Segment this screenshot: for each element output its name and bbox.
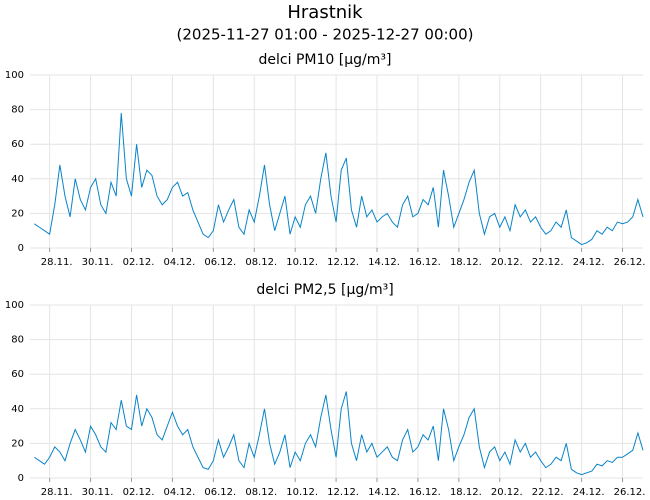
y-tick-label: 20: [11, 208, 24, 219]
chart-title: delci PM10 [µg/m³]: [259, 52, 392, 68]
x-tick-label: 06.12.: [204, 257, 236, 268]
y-tick-label: 80: [11, 105, 24, 116]
y-tick-label: 100: [5, 70, 24, 81]
x-tick-label: 18.12.: [450, 257, 482, 268]
data-line: [34, 113, 644, 246]
x-tick-label: 26.12.: [614, 487, 646, 498]
x-tick-label: 22.12.: [532, 487, 564, 498]
x-tick-label: 20.12.: [491, 487, 523, 498]
y-tick-label: 0: [18, 243, 24, 254]
x-tick-label: 08.12.: [245, 257, 277, 268]
x-tick-label: 02.12.: [123, 487, 155, 498]
y-tick-label: 40: [11, 404, 24, 415]
page-title: Hrastnik: [287, 2, 363, 23]
x-tick-label: 08.12.: [245, 487, 277, 498]
x-tick-label: 12.12.: [327, 487, 359, 498]
y-tick-label: 20: [11, 438, 24, 449]
x-tick-label: 16.12.: [409, 487, 441, 498]
x-tick-label: 10.12.: [286, 257, 318, 268]
x-tick-label: 28.11.: [41, 487, 73, 498]
x-tick-label: 22.12.: [532, 257, 564, 268]
y-tick-label: 100: [5, 300, 24, 311]
x-tick-label: 04.12.: [163, 257, 195, 268]
x-tick-label: 18.12.: [450, 487, 482, 498]
x-tick-label: 12.12.: [327, 257, 359, 268]
x-tick-label: 14.12.: [368, 257, 400, 268]
y-tick-label: 0: [18, 473, 24, 484]
x-tick-label: 04.12.: [163, 487, 195, 498]
x-tick-label: 16.12.: [409, 257, 441, 268]
y-tick-label: 60: [11, 139, 24, 150]
x-tick-label: 20.12.: [491, 257, 523, 268]
x-tick-label: 06.12.: [204, 487, 236, 498]
x-tick-label: 28.11.: [41, 257, 73, 268]
x-tick-label: 26.12.: [614, 257, 646, 268]
x-tick-label: 24.12.: [573, 257, 605, 268]
y-tick-label: 60: [11, 369, 24, 380]
x-tick-label: 10.12.: [286, 487, 318, 498]
data-line: [34, 391, 644, 476]
x-tick-label: 02.12.: [123, 257, 155, 268]
y-tick-label: 80: [11, 335, 24, 346]
x-tick-label: 14.12.: [368, 487, 400, 498]
y-tick-label: 40: [11, 174, 24, 185]
x-tick-label: 24.12.: [573, 487, 605, 498]
x-tick-label: 30.11.: [82, 257, 114, 268]
x-tick-label: 30.11.: [82, 487, 114, 498]
chart-title: delci PM2,5 [µg/m³]: [256, 282, 393, 298]
page-subtitle: (2025-11-27 01:00 - 2025-12-27 00:00): [177, 26, 474, 44]
